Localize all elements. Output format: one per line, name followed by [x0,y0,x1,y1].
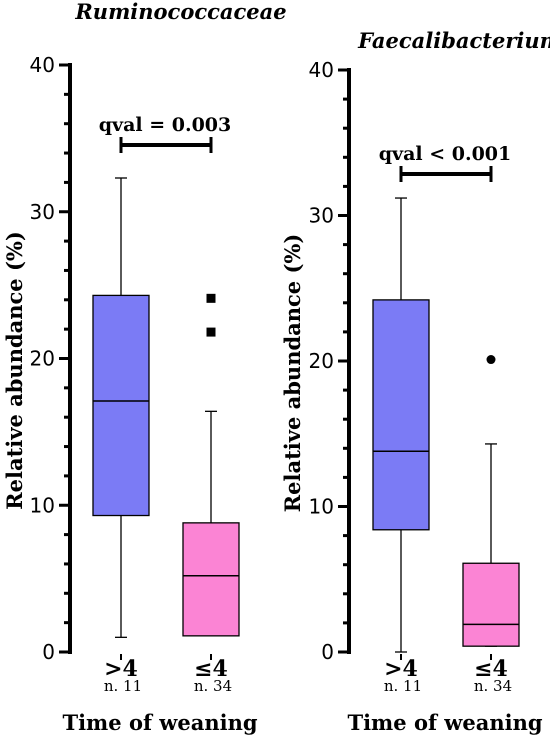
x-sample-size-label: n. 34 [474,677,512,695]
y-tick-label: 0 [42,640,55,664]
y-tick-label: 40 [309,58,334,82]
x-category-label: >4 [104,656,138,682]
iqr-box [92,294,150,517]
panel-1: Ruminococcaceae 0 10 20 30 40 Relative abundan… [2,0,287,735]
box-group-1 [372,197,430,653]
chart-title: Ruminococcaceae [74,0,286,24]
y-tick-label: 30 [30,200,55,224]
outlier-point [486,355,496,365]
y-tick-label: 30 [309,204,334,228]
y-axis-label: Relative abundance (%) [2,231,27,510]
significance-label: qval < 0.001 [379,143,512,165]
x-sample-size-label: n. 11 [384,677,422,695]
y-tick-label: 10 [309,495,334,519]
box-group-2 [182,293,240,637]
y-tick-label: 10 [30,493,55,517]
x-category-label: ≤4 [474,656,508,682]
significance-label: qval = 0.003 [99,114,232,136]
chart-title: Faecalibacterium [357,28,550,53]
panel-2: Faecalibacterium 0 10 20 30 40 Relative abunda… [280,28,550,735]
y-tick-label: 20 [309,349,334,373]
y-tick-label: 40 [30,53,55,77]
x-category-label: >4 [384,656,418,682]
y-tick-label: 0 [321,640,334,664]
outlier-point [206,327,216,337]
x-sample-size-label: n. 11 [104,677,142,695]
x-axis-label: Time of weaning [62,710,257,735]
y-tick-label: 20 [30,347,55,371]
x-category-label: ≤4 [194,656,228,682]
box-group-1 [92,177,150,638]
iqr-box [182,522,240,637]
x-sample-size-label: n. 34 [194,677,232,695]
x-axis-label: Time of weaning [347,710,542,735]
y-axis-label: Relative abundance (%) [280,234,305,513]
box-group-2 [462,355,520,647]
outlier-point [206,293,216,303]
iqr-box [372,299,430,531]
iqr-box [462,562,520,647]
